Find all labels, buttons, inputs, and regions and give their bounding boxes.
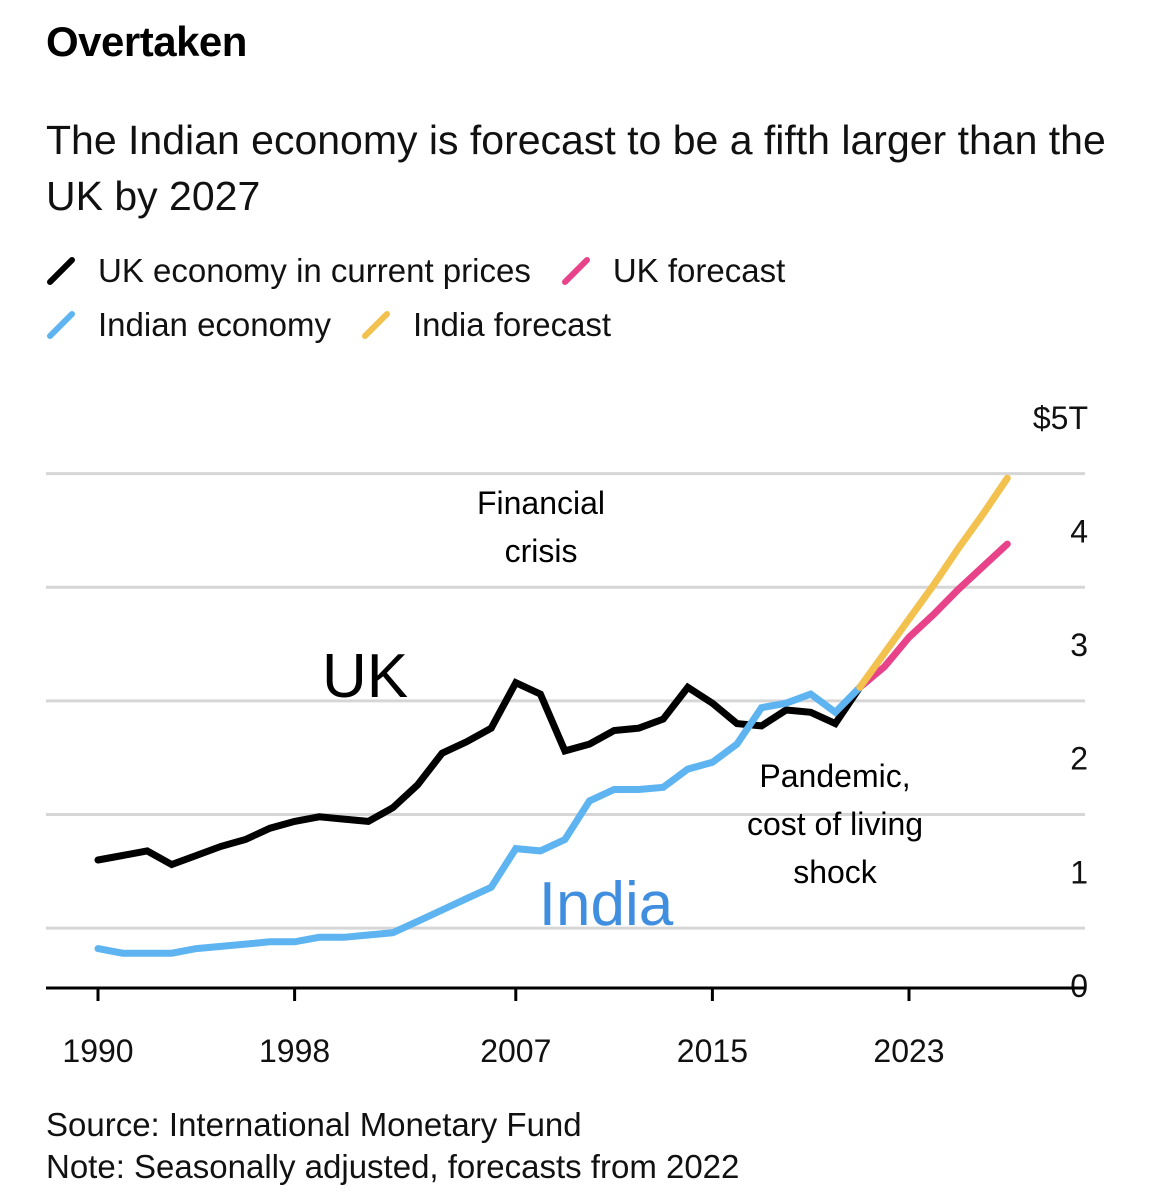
methodology-note: Note: Seasonally adjusted, forecasts fro…	[46, 1148, 740, 1185]
x-tick-label-1990: 1990	[62, 1033, 133, 1069]
legend-item-india-forecast: India forecast	[361, 306, 611, 344]
legend-swatch-uk-line	[47, 257, 75, 285]
y-tick-label-4: 4	[1070, 513, 1088, 549]
x-tick-label-2007: 2007	[480, 1033, 551, 1069]
annotation-india: India	[539, 870, 674, 939]
y-axis-ticks: 0 1 2 3 4 $5T	[1033, 400, 1088, 1004]
series-line-0	[94, 678, 864, 869]
annotation-financial-crisis-line-0: Financial	[477, 485, 605, 521]
legend-item-uk: UK economy in current prices	[46, 252, 531, 290]
x-axis: 1990 1998 2007 2015 2023	[46, 986, 1085, 1069]
legend-swatch-uk	[47, 257, 75, 285]
legend-item-india: Indian economy	[46, 306, 331, 344]
legend-label-india: Indian economy	[98, 306, 331, 343]
source-note: Source: International Monetary Fund	[46, 1106, 582, 1143]
legend-row-2: Indian economy India forecast	[46, 298, 1126, 352]
y-tick-label-5: $5T	[1033, 400, 1088, 436]
legend-swatch-india-line	[47, 311, 75, 339]
annotation-pandemic-line-0: Pandemic,	[759, 758, 910, 794]
annotation-pandemic-line-1: cost of living	[747, 806, 923, 842]
x-tick-label-1998: 1998	[259, 1033, 330, 1069]
series-lines	[94, 474, 1011, 957]
series-line-1	[856, 540, 1011, 691]
legend: UK economy in current prices UK forecast…	[46, 244, 1126, 352]
legend-swatch-india-forecast	[361, 311, 390, 339]
annotations: UK India Financial crisis Pandemic, cost of l…	[322, 485, 923, 939]
y-tick-label-1: 1	[1070, 854, 1088, 890]
x-tick-label-2023: 2023	[873, 1033, 944, 1069]
x-tick-label-2015: 2015	[677, 1033, 748, 1069]
series-line-3	[856, 474, 1011, 691]
annotation-pandemic-line-2: shock	[793, 854, 878, 890]
legend-row-1: UK economy in current prices UK forecast	[46, 244, 1126, 298]
legend-swatch-uk-forecast-line	[561, 257, 590, 285]
annotation-financial-crisis-line-1: crisis	[505, 533, 578, 569]
legend-swatch-india	[47, 311, 75, 339]
y-tick-label-0: 0	[1070, 968, 1088, 1004]
legend-label-uk-forecast: UK forecast	[612, 252, 786, 289]
legend-label-india-forecast: India forecast	[412, 306, 612, 343]
legend-swatch-india-forecast-line	[361, 311, 390, 339]
series-line-2	[94, 683, 864, 957]
chart-subtitle: The Indian economy is forecast to be a f…	[46, 117, 1106, 219]
y-tick-label-2: 2	[1070, 741, 1088, 777]
footer: Source: International Monetary Fund Note…	[46, 1104, 739, 1188]
annotation-uk: UK	[322, 642, 408, 711]
gridlines	[46, 472, 1085, 930]
chart-title: Overtaken	[46, 18, 247, 65]
legend-label-uk: UK economy in current prices	[98, 252, 531, 289]
legend-item-uk-forecast: UK forecast	[561, 252, 785, 290]
y-tick-label-3: 3	[1070, 627, 1088, 663]
legend-swatch-uk-forecast	[561, 257, 590, 285]
